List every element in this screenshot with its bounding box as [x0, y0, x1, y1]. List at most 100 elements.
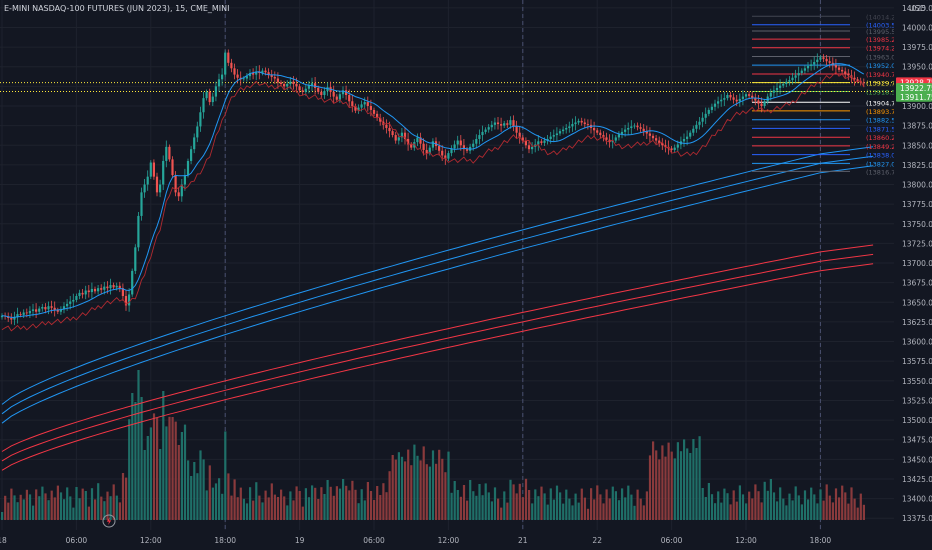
time-tick-label: 12:00	[140, 536, 162, 545]
volume-bar	[41, 486, 44, 520]
time-axis[interactable]: 18 06:00 12:00 18:00 19 06:00 12:00 21 22 06:00 12…	[0, 530, 932, 550]
candle-body	[763, 101, 766, 106]
volume-bar	[444, 472, 447, 520]
candle-body	[193, 137, 196, 150]
price-level-label: (13974.25)	[866, 45, 902, 53]
currency-label[interactable]: USD	[908, 4, 926, 13]
candle-body	[841, 69, 844, 72]
volume-bar	[292, 500, 295, 520]
candle-body	[47, 306, 50, 310]
volume-bar	[590, 488, 593, 520]
candle-body	[298, 86, 301, 91]
candle-body	[121, 288, 124, 297]
volume-bar	[645, 491, 648, 520]
price-tick-label: 13725.00	[902, 239, 932, 248]
candle-body	[574, 122, 577, 125]
volume-bar	[78, 498, 81, 520]
price-level-lines: (14014.25)(14003.50)(13995.50)(13985.25)…	[0, 13, 902, 176]
price-tick-label: 13450.00	[902, 455, 932, 464]
lightning-icon[interactable]	[102, 514, 116, 528]
price-tick-label: 13875.00	[902, 122, 932, 131]
price-level-label: (14014.25)	[866, 13, 902, 21]
volume-bar	[438, 449, 441, 520]
volume-bar	[583, 497, 586, 520]
ma-band-line	[1, 165, 874, 424]
volume-bar	[106, 491, 109, 520]
candle-body	[131, 270, 134, 295]
candle-body	[487, 127, 490, 130]
candle-body	[682, 138, 686, 142]
volume-bar	[348, 490, 351, 520]
candle-body	[180, 184, 183, 197]
volume-bar	[850, 487, 853, 520]
volume-bar	[174, 421, 177, 520]
candle-body	[844, 71, 847, 74]
ma-band-line	[1, 253, 874, 462]
candle-body	[103, 286, 106, 290]
price-level-label: (13985.25)	[866, 36, 902, 44]
candle-body	[227, 52, 230, 63]
volume-bar	[710, 494, 714, 520]
candle-body	[655, 138, 658, 141]
volume-bar	[351, 480, 354, 520]
candle-body	[407, 138, 410, 145]
volume-bar	[658, 459, 661, 520]
volume-bar	[797, 495, 800, 520]
volume-bar	[28, 494, 32, 520]
candle-body	[7, 316, 10, 318]
candle-body	[323, 91, 326, 96]
candle-body	[292, 81, 295, 85]
candle-body	[552, 135, 555, 137]
candle-body	[190, 149, 193, 161]
volume-bar	[270, 483, 273, 520]
volume-bar	[661, 445, 664, 520]
candle-body	[689, 132, 692, 137]
candle-body	[664, 145, 667, 147]
volume-bar	[134, 402, 137, 520]
candle-body	[527, 145, 531, 150]
volume-bar	[506, 502, 509, 520]
candle-body	[261, 70, 264, 74]
candle-body	[577, 120, 580, 123]
candle-body	[351, 101, 354, 106]
time-tick-label: 06:00	[363, 536, 385, 545]
volume-bar	[670, 451, 673, 520]
volume-bar	[695, 448, 698, 520]
candle-body	[53, 307, 56, 311]
price-axis[interactable]: 13375.00 13400.00 13425.00 13450.00 13475.00…	[894, 0, 932, 550]
price-level-label: (13995.50)	[866, 28, 902, 36]
candle-body	[751, 95, 754, 99]
volume-bar	[298, 491, 301, 520]
candle-body	[379, 117, 382, 122]
volume-bar	[621, 488, 624, 520]
volume-bar	[66, 487, 69, 520]
candle-body	[441, 150, 444, 156]
interval[interactable]: 15	[175, 4, 186, 13]
candle-body	[159, 184, 162, 193]
price-level-label: (13816.75)	[866, 168, 902, 176]
volume-bar	[655, 450, 658, 520]
candle-body	[834, 65, 837, 68]
volume-bar	[528, 490, 531, 520]
candle-body	[686, 136, 689, 139]
candle-body	[72, 299, 75, 302]
volume-bar	[388, 471, 391, 520]
volume-bar	[283, 496, 286, 520]
volume-bar	[534, 489, 537, 520]
volume-bar	[549, 488, 552, 520]
volume-bar	[109, 496, 112, 520]
symbol-name[interactable]: E-MINI NASDAQ-100 FUTURES (JUN 2023)	[4, 4, 170, 13]
candle-body	[704, 113, 707, 118]
candle-body	[717, 101, 720, 104]
candle-body	[115, 285, 118, 288]
volume-bar	[732, 490, 735, 520]
volume-bar	[518, 483, 521, 520]
price-tick-label: 13775.00	[902, 200, 932, 209]
volume-bar	[487, 492, 490, 520]
candle-body	[661, 142, 664, 146]
volume-bar	[794, 486, 797, 520]
candle-body	[100, 288, 103, 290]
candle-body	[22, 312, 25, 315]
volume-bar	[782, 498, 785, 520]
